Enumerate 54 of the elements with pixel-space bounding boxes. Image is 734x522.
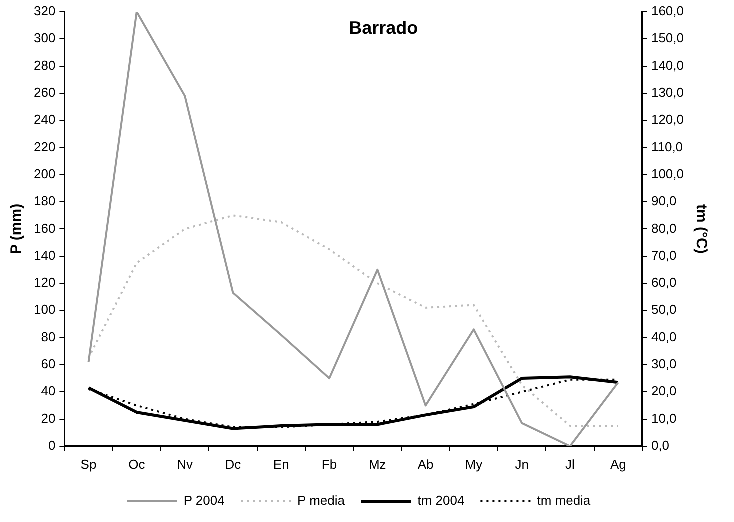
y-tick-label: 20 <box>41 410 56 426</box>
y2-tick-label: 60,0 <box>651 275 677 290</box>
x-tick-label: My <box>465 456 484 472</box>
x-tick-label: Jl <box>566 456 576 472</box>
y-tick-label: 140 <box>34 248 56 263</box>
y-tick-label: 180 <box>34 194 56 209</box>
y-tick-label: 240 <box>34 112 56 128</box>
x-tick-label: Jn <box>515 456 529 472</box>
x-tick-label: Mz <box>368 456 386 472</box>
y-tick-label: 100 <box>34 302 56 318</box>
x-tick-label: Dc <box>225 456 242 472</box>
y-tick-label: 260 <box>34 85 56 100</box>
y2-tick-label: 40,0 <box>651 329 677 344</box>
y2-tick-label: 50,0 <box>651 302 677 318</box>
x-tick-label: Sp <box>80 456 97 472</box>
y2-tick-label: 120,0 <box>651 112 684 128</box>
y-tick-label: 320 <box>34 4 56 19</box>
y-tick-label: 280 <box>34 58 56 73</box>
y2-tick-label: 160,0 <box>651 4 684 19</box>
legend-label: tm media <box>537 493 592 508</box>
x-tick-label: Nv <box>177 456 194 472</box>
y-tick-label: 220 <box>34 139 56 154</box>
x-tick-label: Ag <box>610 456 626 472</box>
y-tick-label: 80 <box>41 329 56 344</box>
y-tick-label: 300 <box>34 30 56 46</box>
x-tick-label: Ab <box>418 456 434 472</box>
y2-tick-label: 100,0 <box>651 166 684 182</box>
x-tick-label: En <box>273 456 290 472</box>
x-tick-label: Fb <box>322 456 338 472</box>
y-tick-label: 200 <box>34 166 56 182</box>
chart-title: Barrado <box>349 18 418 38</box>
line-series <box>88 214 620 428</box>
y2-tick-label: 130,0 <box>651 85 684 100</box>
y-tick-label: 0 <box>48 438 56 453</box>
y2-axis-title: tm (°C) <box>692 204 710 254</box>
y-tick-label: 60 <box>41 356 56 372</box>
legend-label: P 2004 <box>184 493 225 508</box>
legend-label: P media <box>298 493 346 508</box>
y2-tick-label: 140,0 <box>651 58 684 73</box>
y2-tick-label: 110,0 <box>651 139 684 154</box>
y2-tick-label: 90,0 <box>651 194 677 209</box>
y2-tick-label: 0,0 <box>651 438 670 453</box>
x-tick-label: Oc <box>128 456 146 472</box>
y2-tick-label: 20,0 <box>651 384 677 399</box>
y2-tick-label: 80,0 <box>651 220 677 236</box>
y2-tick-label: 10,0 <box>651 410 677 426</box>
y2-tick-label: 150,0 <box>651 30 684 46</box>
y-axis-title: P (mm) <box>8 204 26 254</box>
y2-tick-label: 70,0 <box>651 248 677 263</box>
y-tick-label: 40 <box>41 384 56 399</box>
legend-label: tm 2004 <box>418 493 465 508</box>
y2-tick-label: 30,0 <box>651 356 677 372</box>
y-tick-label: 160 <box>34 220 56 236</box>
y-tick-label: 120 <box>34 275 56 290</box>
